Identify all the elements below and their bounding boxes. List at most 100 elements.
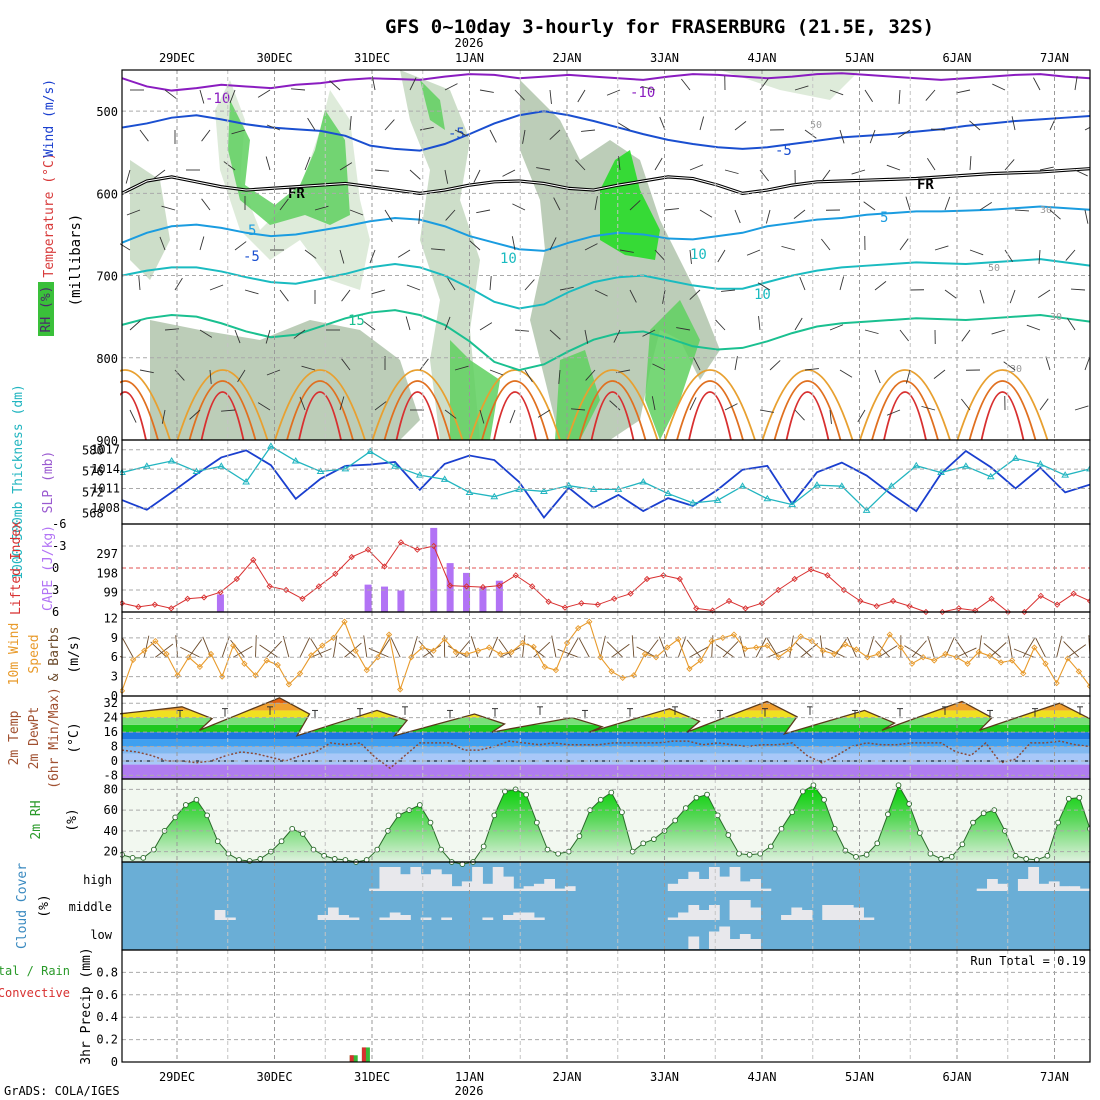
- wind-barb: [125, 169, 131, 184]
- wind-barb: [549, 89, 552, 104]
- precip-axis-label: Convective: [0, 986, 70, 1000]
- thickness-point: [341, 464, 350, 472]
- wind-speed-point: [207, 650, 215, 658]
- wind-speed-point: [652, 654, 660, 661]
- wind-barb: [537, 409, 551, 418]
- warm-isotherm: [286, 380, 354, 441]
- contour-label: 30: [1040, 205, 1052, 216]
- temp-band: [122, 732, 1090, 740]
- wind-speed-point: [886, 631, 893, 638]
- thickness-point: [391, 462, 399, 469]
- lifted-index-point: [135, 603, 142, 611]
- wind-barb: [201, 198, 211, 211]
- thickness-tick-label: 568: [82, 507, 104, 521]
- wind-barb: [304, 156, 311, 171]
- thickness-point: [490, 492, 499, 500]
- surface-wind-barb: [390, 637, 401, 658]
- wind-barb: [1074, 76, 1078, 91]
- warm-isotherm: [785, 391, 830, 441]
- cloud-high-bar: [513, 888, 525, 891]
- wind-speed-point: [563, 639, 571, 647]
- cloud-middle-bar: [214, 910, 226, 920]
- surface-wind-barb: [1067, 644, 1087, 658]
- cloud-high-bar: [503, 876, 514, 891]
- cloud-middle-bar: [513, 912, 525, 920]
- wind-barb: [944, 196, 951, 211]
- isotherm-line: [121, 309, 1090, 372]
- wind-speed-point: [486, 644, 493, 651]
- wind-barb: [759, 169, 769, 182]
- rh-point: [1012, 852, 1019, 859]
- wind-barb: [851, 169, 866, 175]
- wind-barb: [369, 249, 376, 264]
- cloud-middle-bar: [379, 917, 391, 920]
- precip-convective-bar: [349, 1055, 354, 1062]
- cloud-high-bar: [760, 888, 772, 891]
- wind-speed-point: [697, 657, 704, 664]
- wind-barb: [839, 276, 845, 291]
- surface-wind-barb: [221, 636, 230, 658]
- wind-barb: [293, 329, 306, 339]
- wind-barb: [804, 129, 817, 139]
- cape-bar: [364, 584, 372, 612]
- wind-barb: [821, 238, 831, 251]
- day-label-bottom: 30DEC: [256, 1070, 292, 1084]
- wind-barb: [126, 209, 141, 216]
- cape-tick-label: 198: [96, 566, 118, 580]
- lifted-index-point: [381, 563, 388, 570]
- day-label-top: 2JAN: [553, 51, 582, 65]
- thickness-point: [242, 478, 250, 485]
- rh-point: [502, 788, 508, 795]
- lifted-index-point: [693, 605, 700, 612]
- wind-barb: [584, 329, 589, 344]
- warm-isotherm: [664, 369, 756, 441]
- day-label-top: 5JAN: [845, 51, 874, 65]
- rh-axis-label: 2m RH: [29, 800, 44, 839]
- lifted-index-point: [988, 595, 995, 602]
- panel-frame: [121, 949, 1091, 1063]
- wind-barb: [129, 409, 137, 423]
- wind-barb: [447, 277, 456, 291]
- wind-barb: [664, 208, 679, 211]
- rh-point: [959, 841, 966, 848]
- temp-axis-label: 2m DewPt: [27, 707, 42, 770]
- surface-wind-barb: [255, 635, 257, 658]
- wind-barb: [793, 209, 806, 219]
- rh-point: [182, 802, 189, 808]
- upper-pressure-label: (millibars): [68, 214, 84, 307]
- rh-moist-area: [555, 350, 600, 440]
- axis-labels: 5006007008009001008101110141017568572576…: [0, 51, 1069, 1084]
- wind-speed-point: [430, 647, 437, 654]
- lifted-index-point: [660, 572, 667, 579]
- wind-barb: [553, 197, 561, 211]
- lifted-index-point: [250, 556, 257, 564]
- wind-barb: [829, 409, 832, 424]
- cloud-middle-bar: [863, 917, 875, 920]
- contour-label: 50: [810, 120, 822, 131]
- wind-barb: [371, 76, 376, 91]
- cloud-high-bar: [472, 867, 483, 891]
- wind-barb: [371, 289, 386, 295]
- wind-barb: [616, 369, 631, 374]
- lifted-index-point: [578, 600, 585, 607]
- wind-speed-point: [1075, 668, 1083, 675]
- wind-barb: [138, 276, 141, 291]
- lifted-index-point: [742, 605, 749, 612]
- cape-bar: [397, 590, 405, 612]
- wind-speed-point: [452, 648, 459, 656]
- temp-band: [122, 717, 1090, 725]
- cloud-middle-bar: [698, 910, 710, 920]
- wind-barb: [641, 85, 656, 91]
- lifted-index-point: [233, 575, 240, 583]
- rh-axis-label: (%): [65, 808, 80, 831]
- wind-barb: [618, 156, 621, 171]
- wind-barb: [209, 284, 224, 291]
- wind-barb: [925, 89, 936, 101]
- lifted-index-point: [1070, 590, 1077, 597]
- thickness-point: [962, 462, 970, 469]
- year-label-top: 2026: [455, 36, 484, 50]
- lifted-index-point: [266, 583, 273, 590]
- surface-wind-barb: [233, 645, 253, 658]
- wind-speed-point: [1086, 683, 1090, 690]
- wind-barb: [1074, 169, 1088, 177]
